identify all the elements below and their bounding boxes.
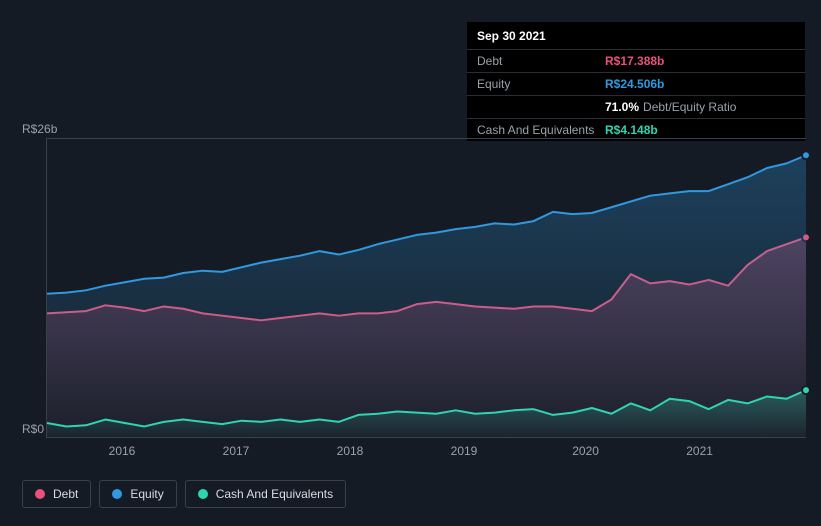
tooltip-row-value: 71.0%: [605, 100, 639, 114]
legend-label: Cash And Equivalents: [216, 487, 333, 501]
tooltip-row: DebtR$17.388b: [467, 50, 805, 73]
legend-swatch: [112, 489, 122, 499]
x-axis: 2016 2017 2018 2019 2020 2021: [46, 444, 806, 460]
tooltip-row-value: R$17.388b: [605, 54, 664, 68]
tooltip-date: Sep 30 2021: [467, 22, 805, 50]
tooltip-row-sublabel: Debt/Equity Ratio: [643, 100, 736, 114]
tooltip-row-label: Debt: [477, 54, 605, 68]
x-axis-tick: 2016: [109, 444, 136, 458]
x-axis-tick: 2020: [572, 444, 599, 458]
x-axis-tick: 2019: [451, 444, 478, 458]
x-axis-tick: 2018: [337, 444, 364, 458]
tooltip-row-label: Equity: [477, 77, 605, 91]
chart-tooltip: Sep 30 2021 DebtR$17.388bEquityR$24.506b…: [467, 22, 805, 141]
legend-item[interactable]: Debt: [22, 480, 91, 508]
chart-area[interactable]: [46, 138, 806, 438]
legend-item[interactable]: Cash And Equivalents: [185, 480, 346, 508]
tooltip-row-value: R$24.506b: [605, 77, 664, 91]
legend-label: Debt: [53, 487, 78, 501]
x-axis-tick: 2021: [686, 444, 713, 458]
legend-item[interactable]: Equity: [99, 480, 176, 508]
series-end-marker: [802, 151, 810, 159]
legend-swatch: [35, 489, 45, 499]
y-axis-min-label: R$0: [22, 422, 44, 436]
series-end-marker: [802, 386, 810, 394]
tooltip-row-value: R$4.148b: [605, 123, 658, 137]
chart-svg: [47, 138, 806, 438]
y-axis-max-label: R$26b: [22, 122, 57, 136]
tooltip-row-label: [477, 100, 605, 114]
x-axis-tick: 2017: [223, 444, 250, 458]
legend-swatch: [198, 489, 208, 499]
tooltip-row: EquityR$24.506b: [467, 73, 805, 96]
series-area: [47, 155, 806, 438]
tooltip-row-label: Cash And Equivalents: [477, 123, 605, 137]
legend: Debt Equity Cash And Equivalents: [22, 480, 346, 508]
tooltip-row: 71.0% Debt/Equity Ratio: [467, 96, 805, 119]
legend-label: Equity: [130, 487, 163, 501]
